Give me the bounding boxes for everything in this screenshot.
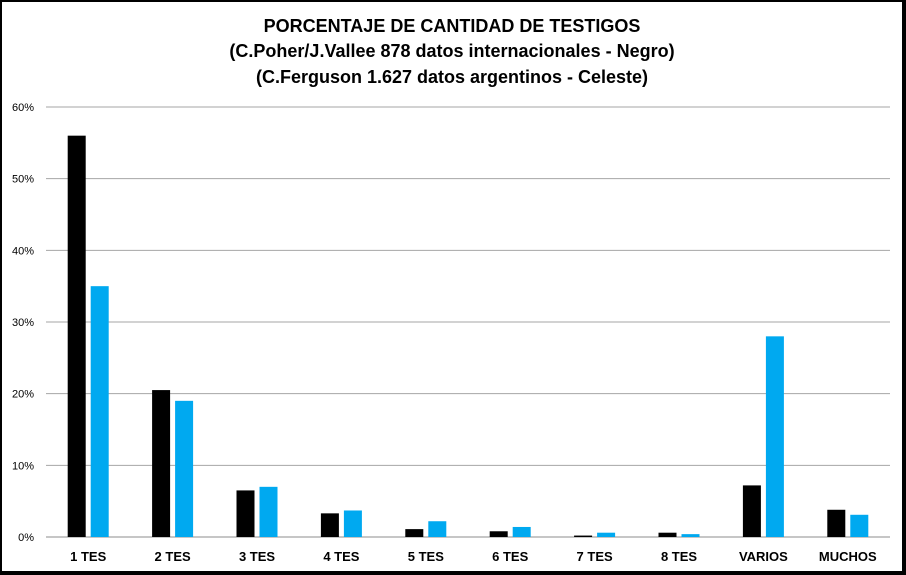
y-tick-label: 30% xyxy=(12,317,34,329)
bar-series-celeste xyxy=(850,514,869,537)
x-category-label: 4 TES xyxy=(323,549,359,564)
y-tick-label: 40% xyxy=(12,245,34,257)
bar-series-celeste xyxy=(175,400,194,537)
bar-series-black xyxy=(827,509,846,537)
bar-series-celeste xyxy=(90,286,109,537)
bar-series-celeste xyxy=(259,486,278,537)
bar-series-black xyxy=(405,529,424,537)
bar-series-black xyxy=(236,490,255,537)
bar-series-celeste xyxy=(512,526,531,537)
x-category-label: 1 TES xyxy=(70,549,106,564)
bar-series-black xyxy=(67,135,86,537)
x-category-label: 5 TES xyxy=(408,549,444,564)
bar-series-black xyxy=(152,390,171,537)
y-tick-label: 20% xyxy=(12,389,34,401)
bar-series-celeste xyxy=(343,510,362,537)
bar-series-celeste xyxy=(428,521,447,537)
chart-title-line-1: PORCENTAJE DE CANTIDAD DE TESTIGOS xyxy=(263,16,641,36)
y-tick-label: 10% xyxy=(12,460,34,472)
bar-series-celeste xyxy=(765,336,784,537)
chart-title-line-3: (C.Ferguson 1.627 datos argentinos - Cel… xyxy=(255,67,649,87)
x-category-label: 6 TES xyxy=(492,549,528,564)
bar-series-black xyxy=(658,532,677,537)
x-category-label: VARIOS xyxy=(739,549,788,564)
x-category-label: 2 TES xyxy=(155,549,191,564)
bar-series-black xyxy=(574,535,593,537)
bar-series-black xyxy=(742,485,761,537)
x-category-label: MUCHOS xyxy=(819,549,877,564)
bar-series-celeste xyxy=(681,534,700,537)
x-category-label: 7 TES xyxy=(577,549,613,564)
y-tick-label: 60% xyxy=(12,102,34,114)
x-category-label: 8 TES xyxy=(661,549,697,564)
bar-series-celeste xyxy=(597,532,616,537)
y-tick-label: 50% xyxy=(12,174,34,186)
bar-series-black xyxy=(320,513,339,537)
y-tick-label: 0% xyxy=(18,532,34,544)
x-category-label: 3 TES xyxy=(239,549,275,564)
chart-title-line-2: (C.Poher/J.Vallee 878 datos internaciona… xyxy=(229,41,675,61)
bar-series-black xyxy=(489,531,508,537)
